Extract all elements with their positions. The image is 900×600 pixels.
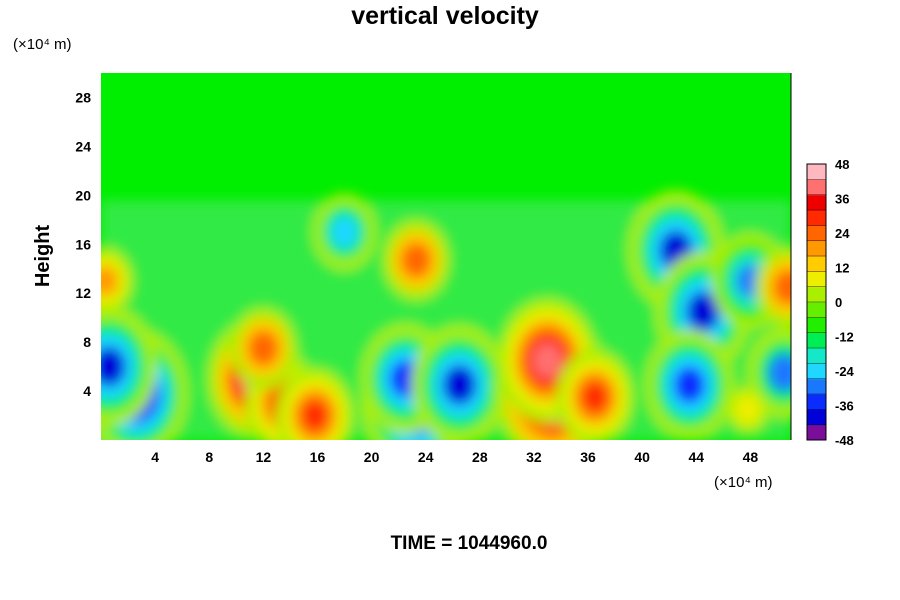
colorbar-swatch xyxy=(807,409,826,426)
y-axis-ticks: 4 8 12 16 20 24 28 xyxy=(75,89,91,399)
x-tick-label: 12 xyxy=(256,449,272,465)
feature-contour xyxy=(248,330,279,367)
colorbar-label: -36 xyxy=(835,399,854,414)
colorbar-swatch xyxy=(807,317,826,334)
colorbar-label: -12 xyxy=(835,330,854,345)
colorbar-swatch xyxy=(807,194,826,211)
colorbar-label: 0 xyxy=(835,295,842,310)
feature-contour xyxy=(330,215,359,249)
feature-contour xyxy=(773,269,791,305)
x-tick-label: 20 xyxy=(364,449,380,465)
feature-contour xyxy=(300,398,329,433)
colorbar-swatch xyxy=(807,179,826,196)
y-unit-label: (×10⁴ m) xyxy=(13,36,72,53)
colorbar: 48 36 24 12 0 -12 -24 -36 -48 xyxy=(806,157,855,448)
feature-contour xyxy=(401,242,432,278)
y-tick-label: 28 xyxy=(75,89,91,105)
y-tick-label: 8 xyxy=(83,334,91,350)
x-tick-label: 4 xyxy=(151,449,159,465)
x-tick-label: 48 xyxy=(743,449,759,465)
colorbar-swatch xyxy=(807,256,826,272)
feature-contour xyxy=(734,394,761,425)
colorbar-label: -24 xyxy=(835,364,855,379)
colorbar-swatch xyxy=(807,363,826,380)
x-axis-ticks: 4 8 12 16 20 24 28 32 36 40 44 48 xyxy=(151,449,758,465)
plot-area xyxy=(101,73,791,440)
colorbar-label: 36 xyxy=(835,192,849,207)
colorbar-swatch xyxy=(807,302,826,318)
colorbar-swatch xyxy=(807,394,826,410)
colorbar-swatch xyxy=(807,332,826,349)
feature-contour xyxy=(442,364,477,405)
x-tick-label: 32 xyxy=(526,449,542,465)
colorbar-label: 48 xyxy=(835,157,849,172)
x-tick-label: 16 xyxy=(310,449,326,465)
colorbar-label: 12 xyxy=(835,261,849,276)
y-tick-label: 12 xyxy=(75,285,91,301)
y-tick-label: 20 xyxy=(75,187,91,203)
x-tick-label: 8 xyxy=(205,449,213,465)
colorbar-swatch xyxy=(807,210,826,226)
feature-contour xyxy=(532,343,563,378)
y-tick-label: 4 xyxy=(83,383,91,399)
time-label: TIME = 1044960.0 xyxy=(391,533,548,554)
colorbar-swatch xyxy=(807,271,826,288)
feature-contour xyxy=(101,265,119,297)
y-tick-label: 24 xyxy=(75,138,91,154)
feature-contour xyxy=(686,291,720,332)
colorbar-label: -48 xyxy=(835,433,854,448)
x-tick-label: 44 xyxy=(689,449,705,465)
colorbar-swatch xyxy=(807,164,826,180)
colorbar-label: 24 xyxy=(835,226,850,241)
feature-contour xyxy=(673,366,706,404)
colorbar-swatch xyxy=(807,378,826,395)
velocity-features xyxy=(101,190,791,440)
x-tick-label: 36 xyxy=(580,449,596,465)
colorbar-frame xyxy=(806,163,827,441)
x-tick-label: 28 xyxy=(472,449,488,465)
feature-contour xyxy=(101,346,126,387)
y-tick-label: 16 xyxy=(75,236,91,252)
chart-title: vertical velocity xyxy=(351,2,539,30)
feature-contour xyxy=(580,380,609,414)
x-tick-label: 24 xyxy=(418,449,434,465)
feature-contour xyxy=(767,353,791,393)
colorbar-swatch xyxy=(807,240,826,257)
x-unit-label: (×10⁴ m) xyxy=(714,474,773,491)
x-tick-label: 40 xyxy=(634,449,650,465)
colorbar-swatch xyxy=(807,225,826,242)
colorbar-swatch xyxy=(807,286,826,303)
colorbar-swatch xyxy=(807,348,826,364)
colorbar-swatch xyxy=(807,424,826,441)
y-axis-label: Height xyxy=(32,225,54,288)
